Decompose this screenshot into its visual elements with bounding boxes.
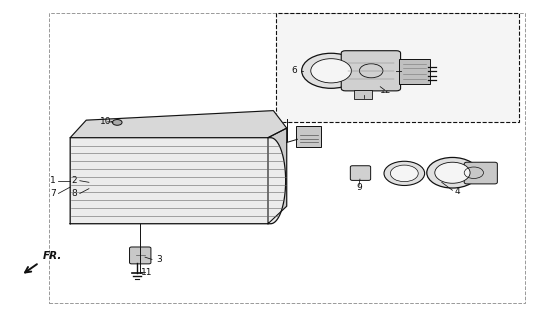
FancyBboxPatch shape <box>351 166 371 180</box>
Circle shape <box>384 161 425 186</box>
Polygon shape <box>70 111 287 138</box>
Circle shape <box>311 59 352 83</box>
Circle shape <box>302 53 361 88</box>
Text: FR.: FR. <box>42 251 62 261</box>
Circle shape <box>427 157 478 188</box>
FancyBboxPatch shape <box>296 126 322 147</box>
FancyBboxPatch shape <box>464 162 497 184</box>
Text: 5: 5 <box>361 92 367 101</box>
Text: 10: 10 <box>100 116 111 126</box>
FancyBboxPatch shape <box>130 247 151 264</box>
Text: 2: 2 <box>72 176 77 185</box>
FancyBboxPatch shape <box>276 13 519 122</box>
FancyBboxPatch shape <box>354 90 372 99</box>
Text: 4: 4 <box>455 187 460 196</box>
Polygon shape <box>268 128 287 224</box>
Text: 9: 9 <box>356 183 362 192</box>
Circle shape <box>390 165 418 182</box>
Text: 7: 7 <box>50 189 56 198</box>
Circle shape <box>435 162 470 183</box>
Text: 8: 8 <box>72 189 77 198</box>
Circle shape <box>113 120 122 125</box>
Text: 12: 12 <box>380 86 391 95</box>
FancyBboxPatch shape <box>399 59 430 84</box>
FancyBboxPatch shape <box>341 51 400 91</box>
Text: 1: 1 <box>50 176 56 185</box>
Text: 6: 6 <box>292 66 297 75</box>
Text: 11: 11 <box>142 268 153 277</box>
Text: 3: 3 <box>157 255 162 264</box>
Polygon shape <box>70 138 286 224</box>
